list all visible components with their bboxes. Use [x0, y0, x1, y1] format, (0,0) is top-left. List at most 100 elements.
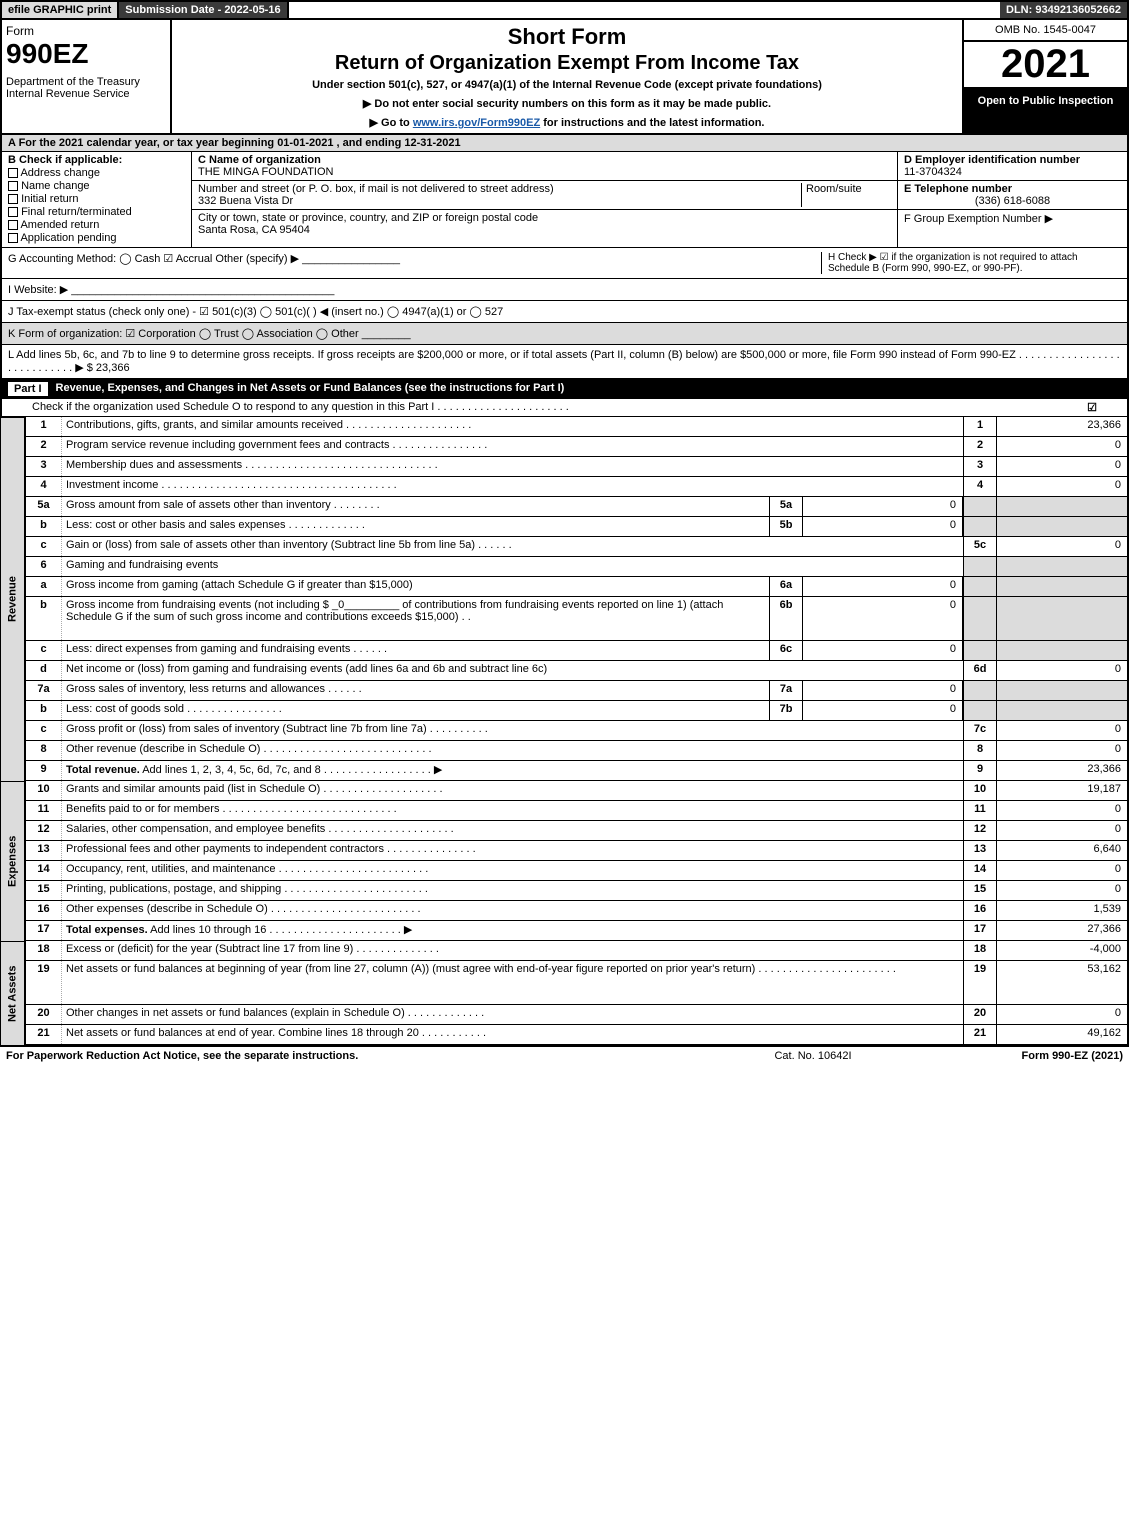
subline-number: 7b	[769, 701, 803, 720]
result-number: 13	[963, 841, 997, 860]
result-value	[997, 597, 1127, 640]
result-number	[963, 701, 997, 720]
result-value: 0	[997, 721, 1127, 740]
netassets-section: Net Assets 18Excess or (deficit) for the…	[0, 941, 1129, 1047]
result-number: 9	[963, 761, 997, 780]
line-number: 10	[26, 781, 62, 800]
line-description: Net assets or fund balances at end of ye…	[62, 1025, 963, 1044]
chk-initial-return[interactable]: Initial return	[8, 193, 185, 205]
line-number: 9	[26, 761, 62, 780]
subline-value: 0	[803, 597, 963, 640]
result-number: 5c	[963, 537, 997, 556]
part1-check-row: Check if the organization used Schedule …	[0, 399, 1129, 417]
form-line: 18Excess or (deficit) for the year (Subt…	[26, 941, 1127, 961]
phone-value: (336) 618-6088	[904, 195, 1121, 207]
result-value: 0	[997, 821, 1127, 840]
line-description: Total revenue. Add lines 1, 2, 3, 4, 5c,…	[62, 761, 963, 780]
line-description: Printing, publications, postage, and shi…	[62, 881, 963, 900]
ein-value: 11-3704324	[904, 166, 962, 178]
form-line: cGross profit or (loss) from sales of in…	[26, 721, 1127, 741]
line-number: 11	[26, 801, 62, 820]
efile-cell: efile GRAPHIC print	[2, 2, 119, 18]
line-number: d	[26, 661, 62, 680]
line-number: 4	[26, 477, 62, 496]
form-line: 2Program service revenue including gover…	[26, 437, 1127, 457]
form-line: dNet income or (loss) from gaming and fu…	[26, 661, 1127, 681]
chk-amended-return[interactable]: Amended return	[8, 219, 185, 231]
result-number: 18	[963, 941, 997, 960]
line-number: 14	[26, 861, 62, 880]
subline-value: 0	[803, 577, 963, 596]
line-number: 5a	[26, 497, 62, 516]
result-number: 15	[963, 881, 997, 900]
part1-checkbox[interactable]: ☑	[1087, 401, 1097, 414]
line-number: b	[26, 701, 62, 720]
result-value	[997, 577, 1127, 596]
subline-number: 7a	[769, 681, 803, 700]
result-number: 12	[963, 821, 997, 840]
row-gh: G Accounting Method: ◯ Cash ☑ Accrual Ot…	[0, 248, 1129, 279]
chk-name-change[interactable]: Name change	[8, 180, 185, 192]
form-number: 990EZ	[6, 38, 166, 70]
irs-link[interactable]: www.irs.gov/Form990EZ	[413, 117, 540, 129]
subline-value: 0	[803, 681, 963, 700]
result-value: 0	[997, 661, 1127, 680]
line-description: Gross income from fundraising events (no…	[62, 597, 769, 640]
result-number: 4	[963, 477, 997, 496]
line-number: 20	[26, 1005, 62, 1024]
line-description: Less: cost or other basis and sales expe…	[62, 517, 769, 536]
result-number: 8	[963, 741, 997, 760]
chk-application-pending[interactable]: Application pending	[8, 232, 185, 244]
result-number: 2	[963, 437, 997, 456]
result-number: 1	[963, 417, 997, 436]
warning-ssn: ▶ Do not enter social security numbers o…	[176, 97, 958, 110]
line-number: a	[26, 577, 62, 596]
line-number: c	[26, 721, 62, 740]
omb-number: OMB No. 1545-0047	[964, 20, 1127, 42]
result-number	[963, 577, 997, 596]
result-value: 0	[997, 861, 1127, 880]
line-description: Excess or (deficit) for the year (Subtra…	[62, 941, 963, 960]
result-value: 0	[997, 537, 1127, 556]
line-number: 21	[26, 1025, 62, 1044]
subline-value: 0	[803, 641, 963, 660]
subtitle: Under section 501(c), 527, or 4947(a)(1)…	[176, 79, 958, 91]
result-value: 19,187	[997, 781, 1127, 800]
form-header-right: OMB No. 1545-0047 2021 Open to Public In…	[962, 20, 1127, 133]
part1-label: Part I	[8, 382, 48, 396]
line-description: Total expenses. Add lines 10 through 16 …	[62, 921, 963, 940]
form-line: 19Net assets or fund balances at beginni…	[26, 961, 1127, 1005]
line-description: Gross amount from sale of assets other t…	[62, 497, 769, 516]
result-number: 20	[963, 1005, 997, 1024]
subline-number: 6b	[769, 597, 803, 640]
result-value: 49,162	[997, 1025, 1127, 1044]
line-number: 6	[26, 557, 62, 576]
room-suite-label: Room/suite	[801, 183, 891, 207]
result-value: 0	[997, 1005, 1127, 1024]
form-line: cGain or (loss) from sale of assets othe…	[26, 537, 1127, 557]
line-number: 2	[26, 437, 62, 456]
form-header-left: Form 990EZ Department of the Treasury In…	[2, 20, 172, 133]
result-number: 10	[963, 781, 997, 800]
netassets-side-label: Net Assets	[0, 941, 26, 1045]
subline-number: 5b	[769, 517, 803, 536]
chk-address-change[interactable]: Address change	[8, 167, 185, 179]
revenue-section: Revenue 1Contributions, gifts, grants, a…	[0, 417, 1129, 781]
result-value: 53,162	[997, 961, 1127, 1004]
result-value: 0	[997, 801, 1127, 820]
footer-left: For Paperwork Reduction Act Notice, see …	[6, 1050, 683, 1062]
chk-final-return[interactable]: Final return/terminated	[8, 206, 185, 218]
b-label: B Check if applicable:	[8, 154, 122, 166]
result-value	[997, 517, 1127, 536]
result-number	[963, 517, 997, 536]
line-h: H Check ▶ ☑ if the organization is not r…	[821, 252, 1121, 274]
line-number: b	[26, 517, 62, 536]
line-description: Gross profit or (loss) from sales of inv…	[62, 721, 963, 740]
line-description: Gain or (loss) from sale of assets other…	[62, 537, 963, 556]
row-k: K Form of organization: ☑ Corporation ◯ …	[0, 323, 1129, 345]
result-value	[997, 641, 1127, 660]
result-value	[997, 497, 1127, 516]
c-name-label: C Name of organization	[198, 154, 321, 166]
part1-title: Revenue, Expenses, and Changes in Net As…	[56, 382, 565, 396]
expenses-side-label: Expenses	[0, 781, 26, 941]
